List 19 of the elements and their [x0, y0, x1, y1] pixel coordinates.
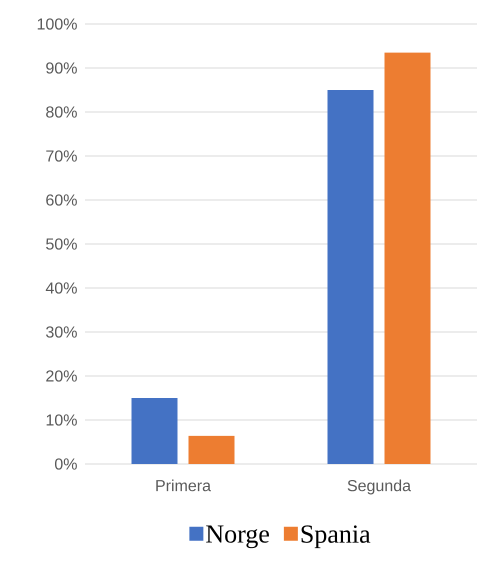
y-tick-label: 0% [54, 458, 77, 470]
y-tick-label: 20% [46, 370, 77, 382]
y-tick-label: 90% [46, 62, 77, 74]
bar [384, 52, 430, 464]
bar [132, 398, 178, 464]
x-tick-label: Segunda [348, 480, 412, 494]
bar [328, 90, 374, 464]
y-tick-label: 80% [46, 106, 77, 118]
y-tick-label: 40% [46, 282, 77, 294]
legend-label: Spania [302, 525, 370, 548]
x-tick-label: Primera [156, 480, 211, 492]
legend-label: Norge [206, 525, 269, 548]
y-tick-label: 50% [46, 238, 77, 250]
y-tick-label: 100% [38, 18, 77, 30]
bar [188, 436, 234, 464]
y-tick-label: 10% [46, 414, 77, 426]
y-tick-label: 30% [46, 326, 77, 338]
y-tick-label: 70% [46, 150, 77, 162]
y-tick-label: 60% [46, 194, 77, 206]
